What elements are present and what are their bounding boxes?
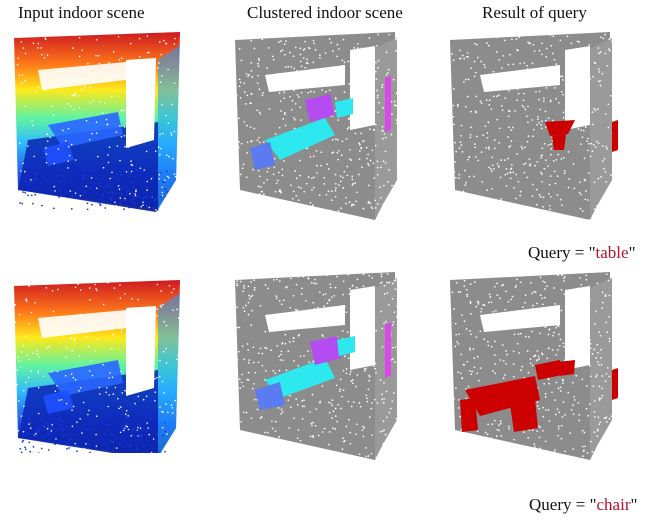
room-cloud: [232, 32, 402, 220]
query-suffix: ": [630, 495, 638, 514]
query-suffix: ": [628, 243, 636, 262]
query-caption-row1: Query = "table": [528, 243, 636, 263]
input-scene-point-cloud-row1: [11, 32, 183, 212]
room-cloud: [11, 280, 182, 453]
input-scene-point-cloud-row2: [11, 280, 182, 453]
column-title-result: Result of query: [482, 3, 587, 22]
query-keyword: chair: [596, 495, 631, 514]
clustered-scene-point-cloud-row1: [232, 32, 402, 220]
result-scene-point-cloud-row2: [447, 272, 618, 460]
room-cloud: [11, 32, 183, 212]
column-title-input: Input indoor scene: [18, 3, 145, 22]
room-cloud: [447, 272, 618, 460]
clustered-scene-point-cloud-row2: [232, 272, 402, 460]
room-cloud: [232, 272, 402, 460]
query-prefix: Query = ": [528, 243, 596, 262]
result-scene-point-cloud-row1: [447, 32, 618, 220]
column-title-clustered: Clustered indoor scene: [247, 3, 403, 22]
query-caption-row2: Query = "chair": [529, 495, 637, 515]
query-keyword: table: [595, 243, 629, 262]
room-cloud: [447, 32, 618, 220]
query-prefix: Query = ": [529, 495, 597, 514]
